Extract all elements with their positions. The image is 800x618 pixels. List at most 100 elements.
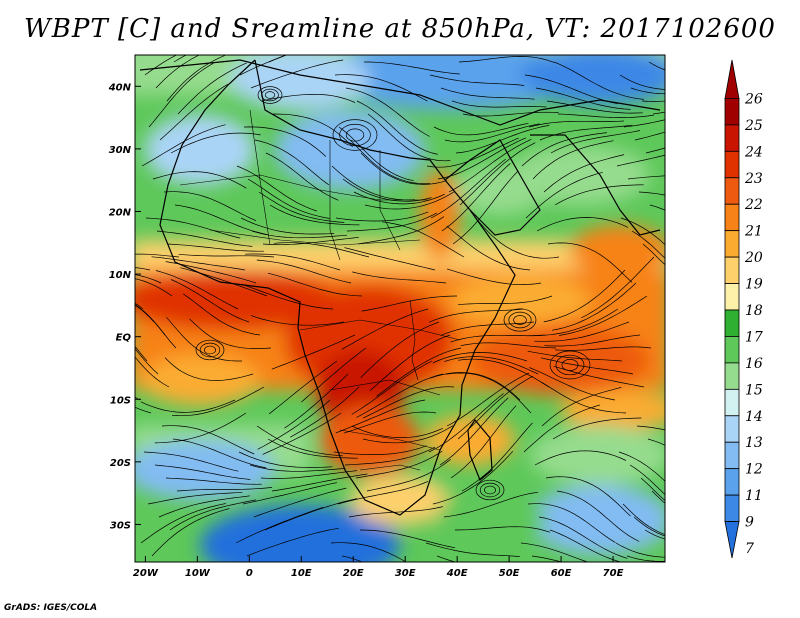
streamline bbox=[269, 204, 360, 226]
streamline bbox=[335, 399, 426, 434]
streamline bbox=[189, 318, 272, 349]
streamline bbox=[630, 87, 665, 95]
colorbar-label: 15 bbox=[745, 382, 763, 398]
lon-tick-label: 70E bbox=[603, 568, 624, 579]
streamline bbox=[381, 221, 465, 258]
streamline bbox=[330, 542, 407, 562]
streamline bbox=[250, 315, 345, 326]
streamline-vortex bbox=[475, 479, 505, 501]
streamline bbox=[301, 347, 367, 403]
streamline bbox=[343, 411, 437, 434]
lon-tick-label: 40E bbox=[446, 568, 468, 579]
streamline bbox=[147, 491, 243, 505]
lat-tick-label: 20N bbox=[109, 207, 132, 218]
streamline bbox=[360, 152, 447, 185]
streamline bbox=[359, 529, 456, 549]
streamline bbox=[640, 477, 665, 501]
streamline bbox=[528, 120, 624, 128]
streamline bbox=[333, 445, 427, 455]
streamline bbox=[271, 473, 368, 492]
credit-label: GrADS: IGES/COLA bbox=[4, 603, 98, 613]
streamline bbox=[441, 163, 511, 232]
streamline bbox=[540, 357, 634, 375]
streamlines bbox=[135, 55, 665, 562]
colorbar-bottom-arrow bbox=[724, 521, 740, 559]
streamline bbox=[341, 555, 363, 562]
streamline bbox=[648, 61, 665, 71]
streamline bbox=[260, 470, 357, 479]
colorbar-swatch bbox=[724, 415, 740, 443]
streamline bbox=[155, 55, 200, 89]
streamline bbox=[629, 464, 665, 495]
streamline bbox=[348, 506, 443, 518]
lat-tick-label: 20S bbox=[110, 458, 131, 469]
streamline-vortex bbox=[549, 350, 591, 380]
streamline bbox=[140, 399, 236, 413]
colorbar-label: 11 bbox=[745, 488, 763, 504]
streamline bbox=[254, 139, 330, 186]
streamline bbox=[262, 236, 359, 246]
streamline bbox=[143, 451, 239, 472]
streamline bbox=[523, 404, 601, 453]
streamline bbox=[268, 360, 338, 415]
streamline bbox=[458, 295, 553, 306]
streamline bbox=[267, 272, 363, 297]
lon-tick-label: 20W bbox=[133, 568, 159, 579]
streamline bbox=[645, 147, 665, 154]
streamline bbox=[265, 152, 339, 201]
streamline bbox=[541, 381, 627, 414]
streamline bbox=[623, 119, 665, 128]
streamline bbox=[236, 165, 317, 212]
streamline bbox=[360, 321, 440, 378]
streamline bbox=[145, 217, 241, 239]
streamline bbox=[163, 191, 257, 222]
streamline-vortex bbox=[339, 123, 371, 147]
lat-tick-label: 30N bbox=[109, 145, 132, 156]
streamline bbox=[352, 271, 447, 284]
colorbar-swatch bbox=[724, 124, 740, 152]
streamline bbox=[450, 405, 517, 479]
streamline-vortex bbox=[257, 86, 283, 104]
streamline bbox=[432, 450, 514, 505]
streamline bbox=[344, 446, 436, 466]
streamline bbox=[376, 347, 462, 397]
streamline bbox=[135, 396, 141, 401]
streamline bbox=[557, 113, 654, 118]
colorbar-label: 16 bbox=[745, 356, 763, 372]
streamline bbox=[458, 358, 550, 388]
colorbar-swatch bbox=[724, 494, 740, 522]
streamline bbox=[249, 464, 346, 472]
streamline bbox=[525, 171, 603, 219]
streamline bbox=[460, 342, 557, 349]
streamline bbox=[446, 268, 542, 285]
streamline bbox=[140, 503, 226, 544]
lon-tick-label: 50E bbox=[499, 568, 520, 579]
streamline bbox=[428, 308, 524, 323]
streamline bbox=[620, 217, 665, 246]
streamline bbox=[543, 269, 626, 323]
streamline bbox=[362, 386, 455, 419]
lat-tick-label: 10S bbox=[110, 395, 131, 406]
streamline bbox=[535, 87, 631, 110]
streamline bbox=[243, 126, 327, 157]
colorbar-swatch bbox=[724, 230, 740, 258]
streamline bbox=[546, 100, 643, 114]
streamline bbox=[649, 204, 665, 211]
streamline bbox=[165, 477, 262, 485]
streamline bbox=[552, 282, 637, 331]
colorbar-label: 23 bbox=[744, 171, 763, 187]
streamline bbox=[534, 321, 630, 342]
streamline bbox=[251, 230, 348, 239]
streamline bbox=[430, 372, 521, 401]
streamline bbox=[436, 555, 457, 562]
streamline-vortex bbox=[332, 119, 378, 151]
colorbar-swatch bbox=[724, 203, 740, 232]
streamline bbox=[536, 217, 629, 232]
streamline bbox=[177, 62, 247, 115]
streamline bbox=[651, 490, 665, 504]
streamline bbox=[273, 242, 370, 258]
streamline bbox=[440, 321, 535, 336]
streamline-vortex bbox=[555, 354, 585, 376]
streamline bbox=[345, 87, 430, 137]
streamline bbox=[439, 397, 509, 466]
